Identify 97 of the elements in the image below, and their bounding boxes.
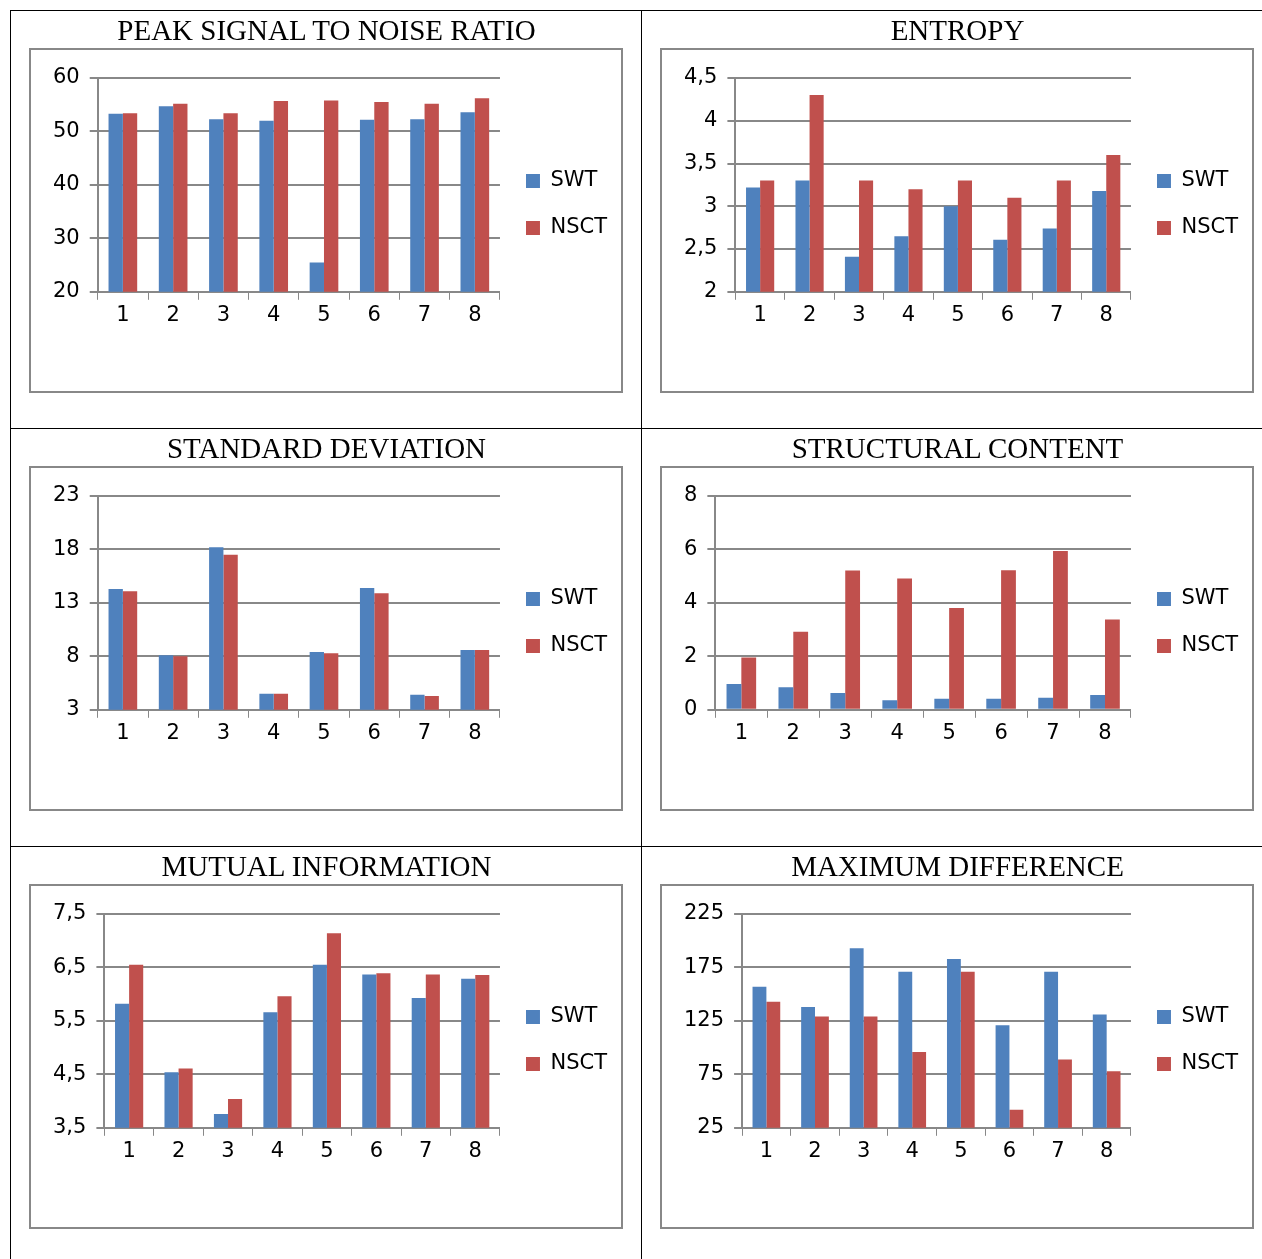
x-tick-label: 1	[116, 301, 130, 326]
x-tick-label: 6	[994, 719, 1008, 744]
y-tick-label: 8	[66, 642, 80, 667]
x-tick-label: 6	[1000, 301, 1015, 326]
x-tick-label: 4	[267, 301, 281, 326]
legend-label: NSCT	[1181, 632, 1239, 657]
y-tick-label: 3,5	[52, 1114, 87, 1139]
x-tick-label: 7	[1050, 301, 1064, 326]
x-tick-label: 2	[802, 301, 817, 326]
x-tick-label: 1	[734, 719, 749, 744]
x-tick-label: 8	[1099, 301, 1113, 326]
legend-label: NSCT	[1181, 1050, 1239, 1075]
y-tick-label: 2	[704, 278, 718, 303]
x-tick-label: 8	[468, 301, 482, 326]
y-tick-label: 20	[52, 278, 80, 303]
x-tick-label: 4	[890, 719, 904, 744]
y-tick-label: 30	[52, 224, 80, 249]
legend-label: SWT	[550, 167, 598, 192]
y-tick-label: 4	[704, 107, 718, 132]
x-tick-label: 2	[166, 719, 180, 744]
x-tick-label: 6	[1002, 1137, 1017, 1162]
legend-label: SWT	[1181, 585, 1229, 610]
x-tick-label: 7	[417, 719, 432, 744]
y-tick-label: 6,5	[52, 953, 87, 978]
legend-label: SWT	[1181, 167, 1229, 192]
x-tick-label: 1	[116, 719, 130, 744]
x-tick-label: 2	[171, 1137, 186, 1162]
x-tick-label: 4	[905, 1137, 919, 1162]
y-tick-label: 40	[52, 171, 80, 196]
x-tick-label: 3	[221, 1137, 235, 1162]
y-tick-label: 3	[66, 696, 80, 721]
x-tick-label: 5	[320, 1137, 334, 1162]
x-tick-label: 8	[468, 719, 482, 744]
x-tick-label: 8	[468, 1137, 482, 1162]
y-tick-label: 225	[683, 900, 725, 925]
y-tick-label: 4	[683, 589, 698, 614]
y-tick-label: 6	[683, 535, 698, 560]
x-tick-label: 3	[216, 301, 231, 326]
legend-label: NSCT	[550, 1050, 608, 1075]
y-tick-label: 8	[683, 482, 698, 507]
y-tick-label: 3	[704, 192, 718, 217]
y-tick-label: 50	[52, 117, 80, 142]
x-tick-label: 8	[1098, 719, 1112, 744]
y-tick-label: 60	[52, 64, 80, 89]
x-tick-label: 8	[1099, 1137, 1114, 1162]
chart-title: STRUCTURAL CONTENT	[790, 431, 1125, 466]
x-tick-label: 1	[753, 301, 767, 326]
x-tick-label: 5	[951, 301, 965, 326]
y-tick-label: 3,5	[683, 149, 718, 174]
chart-title: MUTUAL INFORMATION	[160, 849, 493, 884]
x-tick-label: 3	[216, 719, 231, 744]
x-tick-label: 3	[852, 301, 866, 326]
x-tick-label: 4	[270, 1137, 285, 1162]
x-tick-label: 7	[417, 301, 432, 326]
x-tick-label: 7	[1051, 1137, 1065, 1162]
y-tick-label: 4,5	[52, 1060, 87, 1085]
chart-title: MAXIMUM DIFFERENCE	[790, 849, 1125, 884]
legend-label: NSCT	[1181, 214, 1239, 239]
legend-label: SWT	[550, 585, 598, 610]
x-tick-label: 3	[838, 719, 852, 744]
y-tick-label: 75	[697, 1060, 725, 1085]
y-tick-label: 2	[683, 642, 698, 667]
x-tick-label: 7	[419, 1137, 433, 1162]
y-tick-label: 2,5	[683, 235, 718, 260]
x-tick-label: 6	[367, 719, 381, 744]
x-tick-label: 4	[901, 301, 916, 326]
x-tick-label: 5	[317, 719, 331, 744]
y-tick-label: 175	[683, 953, 725, 978]
y-tick-label: 5,5	[52, 1007, 87, 1032]
y-tick-label: 125	[683, 1007, 725, 1032]
x-tick-label: 7	[1046, 719, 1060, 744]
chart-title: ENTROPY	[889, 13, 1026, 48]
y-tick-label: 23	[52, 482, 80, 507]
y-tick-label: 4,5	[683, 64, 718, 89]
x-tick-label: 5	[942, 719, 956, 744]
legend-label: SWT	[1181, 1003, 1229, 1028]
x-tick-label: 2	[786, 719, 800, 744]
legend-label: SWT	[550, 1003, 598, 1028]
y-tick-label: 13	[52, 589, 80, 614]
y-tick-label: 18	[52, 535, 80, 560]
chart-title: STANDARD DEVIATION	[165, 431, 488, 466]
x-tick-label: 6	[369, 1137, 384, 1162]
x-tick-label: 1	[759, 1137, 774, 1162]
x-tick-label: 2	[808, 1137, 822, 1162]
y-tick-label: 0	[683, 696, 698, 721]
x-tick-label: 6	[367, 301, 381, 326]
x-tick-label: 2	[166, 301, 180, 326]
x-tick-label: 5	[954, 1137, 968, 1162]
x-tick-label: 3	[856, 1137, 871, 1162]
chart-title: PEAK SIGNAL TO NOISE RATIO	[116, 13, 537, 48]
x-tick-label: 4	[267, 719, 281, 744]
x-tick-label: 1	[122, 1137, 136, 1162]
y-tick-label: 25	[697, 1114, 725, 1139]
y-tick-label: 7,5	[52, 900, 87, 925]
legend-label: NSCT	[550, 214, 608, 239]
x-tick-label: 5	[317, 301, 331, 326]
legend-label: NSCT	[550, 632, 608, 657]
